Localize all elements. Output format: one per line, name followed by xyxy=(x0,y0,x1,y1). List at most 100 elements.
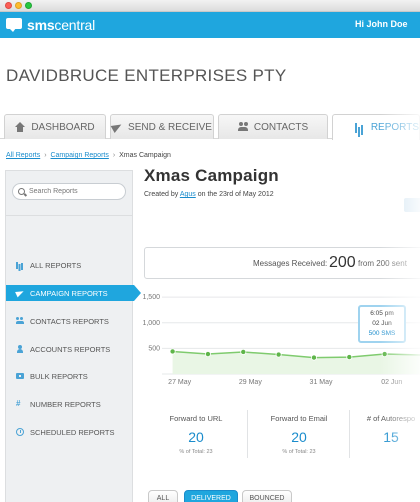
clock-icon xyxy=(16,428,24,436)
series-area xyxy=(172,351,420,374)
stat-forward-email: Forward to Email 20 % of Total: 23 xyxy=(253,408,345,460)
data-point[interactable] xyxy=(275,351,282,358)
messages-from: from 200 sent xyxy=(358,259,407,268)
sidebar-item-label: ALL REPORTS xyxy=(30,260,82,270)
data-point[interactable] xyxy=(346,354,353,361)
y-tick-label: 1,500 xyxy=(142,294,160,301)
zoom-window-button[interactable] xyxy=(25,2,32,9)
stats-row: Forward to URL 20 % of Total: 23 Forward… xyxy=(150,408,420,468)
logo[interactable]: smscentral xyxy=(6,17,95,33)
campaign-title: Xmas Campaign xyxy=(144,166,279,185)
chat-bubble-icon xyxy=(6,18,24,32)
stat-value: 20 xyxy=(188,429,204,445)
tooltip-time: 6:05 pm xyxy=(370,310,394,317)
tab-send-receive[interactable]: SEND & RECEIVE xyxy=(110,114,214,139)
side-panel-handle[interactable] xyxy=(404,198,420,212)
window-titlebar xyxy=(0,0,420,12)
filter-all-button[interactable]: ALL xyxy=(148,490,178,502)
sidebar-item-accounts-reports[interactable]: ACCOUNTS REPORTS xyxy=(6,341,132,357)
messages-value: 200 xyxy=(329,254,356,271)
stat-value: 20 xyxy=(291,429,307,445)
x-tick-label: 27 May xyxy=(168,379,191,386)
data-point[interactable] xyxy=(169,348,176,355)
sidebar-divider xyxy=(6,215,132,216)
tab-label: REPORTS xyxy=(370,122,419,133)
stat-divider xyxy=(349,410,350,458)
company-name: DAVIDBRUCE ENTERPRISES PTY xyxy=(6,66,287,85)
breadcrumb-all-reports[interactable]: All Reports xyxy=(6,152,41,159)
sidebar-item-contacts-reports[interactable]: CONTACTS REPORTS xyxy=(6,313,132,329)
tab-reports[interactable]: REPORTS xyxy=(332,114,420,140)
close-window-button[interactable] xyxy=(5,2,12,9)
send-icon xyxy=(112,122,122,132)
sidebar-item-number-reports[interactable]: # NUMBER REPORTS xyxy=(6,396,132,412)
y-tick-label: 1,000 xyxy=(142,320,160,327)
created-by-line: Created by Agus on the 23rd of May 2012 xyxy=(144,191,274,198)
stat-autoresponders: # of Autorespo 15 xyxy=(345,408,420,460)
x-tick-label: 31 May xyxy=(310,379,333,386)
tab-contacts[interactable]: CONTACTS xyxy=(218,114,328,139)
stat-sub: % of Total: 23 xyxy=(282,449,316,455)
filter-bounced-button[interactable]: BOUNCED xyxy=(242,490,292,502)
messages-chart: 1,500 1,000 500 27 May 29 May 31 May 02 Jun xyxy=(142,294,420,386)
stat-value: 15 xyxy=(383,429,399,445)
x-tick-label: 02 Jun xyxy=(381,379,402,386)
home-icon xyxy=(15,122,26,132)
created-suffix: on the 23rd of May 2012 xyxy=(197,191,274,198)
data-point[interactable] xyxy=(310,354,317,361)
reports-icon xyxy=(355,122,365,133)
user-greeting[interactable]: Hi John Doe xyxy=(355,19,408,29)
series-line xyxy=(172,350,420,359)
stat-label: Forward to Email xyxy=(270,414,328,423)
breadcrumb-current: Xmas Campaign xyxy=(119,152,171,159)
created-by-link[interactable]: Agus xyxy=(179,191,196,198)
data-point[interactable] xyxy=(240,348,247,355)
sidebar-item-label: BULK REPORTS xyxy=(30,371,88,381)
people-icon xyxy=(16,317,24,325)
created-prefix: Created by xyxy=(144,191,179,198)
data-point[interactable] xyxy=(381,351,388,358)
stat-divider xyxy=(247,410,248,458)
data-point[interactable] xyxy=(204,351,211,358)
box-icon xyxy=(16,372,24,380)
messages-received-box: Messages Received: 200 from 200 sent xyxy=(144,247,420,279)
minimize-window-button[interactable] xyxy=(15,2,22,9)
chart-tooltip: 6:05 pm 02 Jun 500 SMS xyxy=(358,305,406,343)
megaphone-icon xyxy=(16,289,24,297)
tooltip-value: 500 SMS xyxy=(368,330,396,337)
sidebar-item-label: CAMPAIGN REPORTS xyxy=(30,288,108,298)
search-icon xyxy=(18,188,25,195)
logo-text: smscentral xyxy=(27,17,96,33)
hash-icon: # xyxy=(16,399,21,408)
filter-delivered-button[interactable]: DELIVERED xyxy=(184,490,238,502)
person-icon xyxy=(16,345,24,353)
sidebar-item-label: ACCOUNTS REPORTS xyxy=(30,344,111,354)
tab-label: CONTACTS xyxy=(253,121,309,133)
bar-chart-icon xyxy=(16,261,24,269)
search-input[interactable] xyxy=(12,183,126,200)
tab-label: DASHBOARD xyxy=(31,121,95,133)
stat-sub: % of Total: 23 xyxy=(179,449,213,455)
sidebar-item-label: NUMBER REPORTS xyxy=(30,399,101,409)
breadcrumb-separator: › xyxy=(112,152,116,159)
breadcrumb-separator: › xyxy=(44,152,47,159)
stat-forward-url: Forward to URL 20 % of Total: 23 xyxy=(150,408,242,460)
messages-label: Messages Received: xyxy=(253,259,328,268)
tab-label: SEND & RECEIVE xyxy=(128,121,212,133)
x-axis-ticks: 27 May 29 May 31 May 02 Jun xyxy=(168,379,402,386)
contacts-icon xyxy=(237,122,248,132)
sidebar-item-bulk-reports[interactable]: BULK REPORTS xyxy=(6,368,132,384)
tab-dashboard[interactable]: DASHBOARD xyxy=(4,114,106,139)
x-tick-label: 29 May xyxy=(239,379,262,386)
stat-label: # of Autorespo xyxy=(366,414,416,423)
breadcrumb: All Reports › Campaign Reports › Xmas Ca… xyxy=(6,152,171,159)
sidebar-item-label: CONTACTS REPORTS xyxy=(30,316,109,326)
y-tick-label: 500 xyxy=(148,345,160,352)
sidebar-item-all-reports[interactable]: ALL REPORTS xyxy=(6,257,132,273)
sidebar-item-label: SCHEDULED REPORTS xyxy=(30,427,115,437)
y-axis-ticks: 1,500 1,000 500 xyxy=(142,294,160,352)
sidebar-item-scheduled-reports[interactable]: SCHEDULED REPORTS xyxy=(6,424,132,440)
stat-label: Forward to URL xyxy=(169,414,223,423)
sidebar-item-campaign-reports[interactable]: CAMPAIGN REPORTS xyxy=(6,285,141,301)
breadcrumb-campaign-reports[interactable]: Campaign Reports xyxy=(50,152,109,159)
